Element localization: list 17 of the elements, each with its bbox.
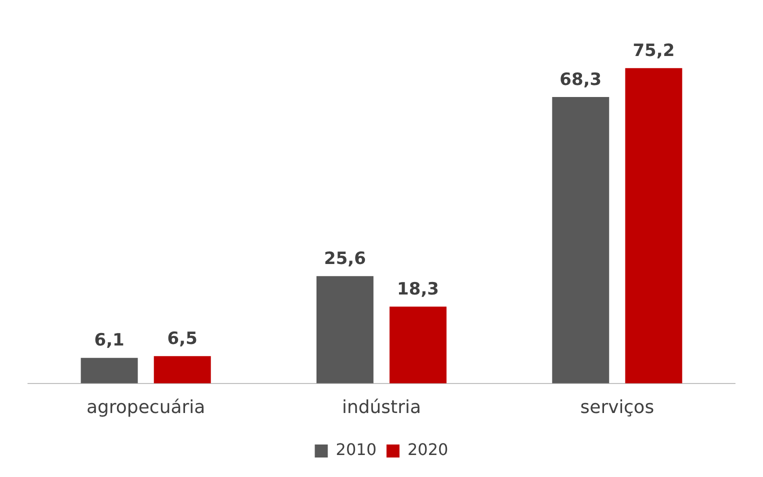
bar xyxy=(154,356,211,384)
x-tick-label: agropecuária xyxy=(86,396,206,418)
data-label: 18,3 xyxy=(397,280,440,300)
data-label: 75,2 xyxy=(632,41,675,62)
data-label: 68,3 xyxy=(560,70,602,90)
bar xyxy=(316,276,374,384)
data-label: 6,5 xyxy=(167,329,198,350)
x-tick-label: serviços xyxy=(580,396,654,418)
legend-label: 2020 xyxy=(408,440,448,460)
data-label: 6,1 xyxy=(94,330,124,351)
bar xyxy=(390,306,447,384)
x-tick-label: indústria xyxy=(342,396,422,418)
bar xyxy=(625,68,682,384)
data-label: 25,6 xyxy=(324,248,366,269)
bar xyxy=(552,97,610,384)
bar xyxy=(80,358,138,384)
legend-label: 2010 xyxy=(336,440,376,460)
